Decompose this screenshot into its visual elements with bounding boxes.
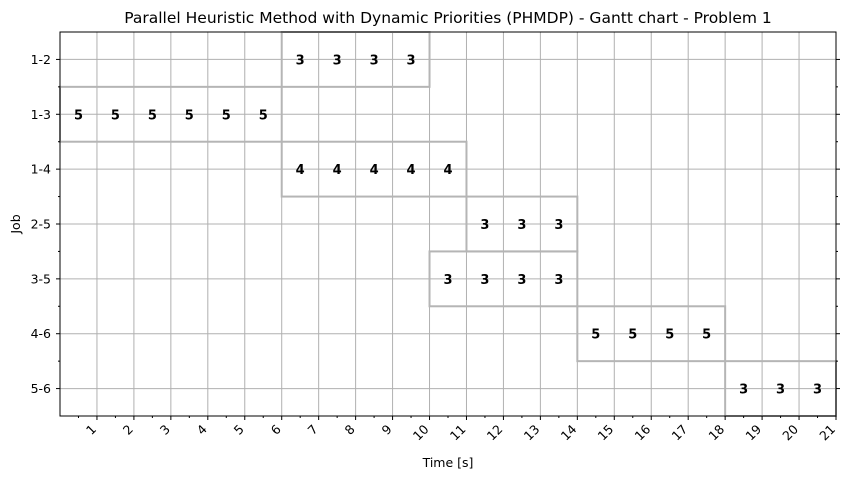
cell-label: 4 — [333, 163, 342, 178]
x-tick-label: 11 — [447, 422, 469, 444]
x-axis-label: Time [s] — [422, 455, 474, 470]
x-tick-label: 8 — [342, 421, 358, 437]
y-tick-label: 1-4 — [31, 162, 51, 177]
cell-label: 3 — [370, 53, 379, 68]
cell-label: 3 — [813, 383, 822, 398]
x-tick-label: 14 — [558, 421, 580, 443]
cell-label: 5 — [148, 108, 157, 123]
cell-label: 3 — [480, 273, 489, 288]
x-tick-label: 4 — [194, 421, 210, 437]
cell-label: 5 — [665, 328, 674, 343]
cell-label: 5 — [259, 108, 268, 123]
y-tick-label: 1-2 — [31, 52, 51, 67]
x-tick-label: 19 — [742, 421, 764, 443]
x-tick-label: 13 — [521, 422, 543, 444]
cell-label: 4 — [296, 163, 305, 178]
cell-label: 5 — [185, 108, 194, 123]
x-tick-label: 12 — [484, 422, 506, 444]
x-tick-label: 5 — [231, 422, 247, 438]
cell-label: 3 — [443, 273, 452, 288]
cell-label: 4 — [407, 163, 416, 178]
y-axis-label: Job — [8, 214, 23, 234]
cell-label: 5 — [628, 328, 637, 343]
cell-label: 4 — [370, 163, 379, 178]
cell-label: 5 — [111, 108, 120, 123]
cell-label: 3 — [480, 218, 489, 233]
chart-title: Parallel Heuristic Method with Dynamic P… — [124, 9, 772, 27]
cell-label: 5 — [591, 328, 600, 343]
grid-lines — [60, 32, 836, 416]
cell-label: 3 — [517, 218, 526, 233]
cell-label: 3 — [296, 53, 305, 68]
x-tick-label: 10 — [410, 421, 432, 443]
cell-label: 3 — [554, 218, 563, 233]
x-tick-label: 7 — [305, 422, 321, 438]
axes: 1-21-31-42-53-54-65-61 2 3 4 5 6 7 8 9 10 11 12 13 14… — [31, 31, 840, 444]
x-tick-label: 20 — [779, 421, 801, 443]
cell-label: 5 — [222, 108, 231, 123]
cell-label: 3 — [739, 383, 748, 398]
cell-label: 3 — [554, 273, 563, 288]
x-tick-label: 6 — [268, 421, 284, 437]
cell-label: 5 — [74, 108, 83, 123]
y-tick-label: 1-3 — [31, 107, 51, 122]
x-tick-label: 21 — [816, 422, 838, 444]
x-tick-label: 17 — [668, 422, 690, 444]
y-tick-label: 2-5 — [31, 217, 51, 232]
cell-label: 3 — [333, 53, 342, 68]
job-bar-3-5 — [428, 250, 579, 308]
job-bar-1-4 — [280, 140, 468, 198]
cell-label: 3 — [776, 383, 785, 398]
y-tick-label: 5-6 — [31, 381, 51, 396]
job-bar-4-6 — [576, 305, 727, 363]
cell-label: 3 — [517, 273, 526, 288]
x-tick-label: 1 — [83, 422, 99, 438]
x-tick-label: 18 — [705, 421, 727, 443]
y-tick-label: 3-5 — [31, 271, 51, 286]
x-tick-label: 2 — [120, 422, 136, 438]
x-tick-label: 16 — [632, 421, 654, 443]
x-tick-label: 3 — [157, 422, 173, 438]
x-tick-label: 9 — [378, 421, 394, 437]
x-tick-label: 15 — [595, 422, 617, 444]
cell-label: 3 — [407, 53, 416, 68]
cell-label: 5 — [702, 328, 711, 343]
y-tick-label: 4-6 — [31, 326, 51, 341]
cell-label: 4 — [443, 163, 452, 178]
